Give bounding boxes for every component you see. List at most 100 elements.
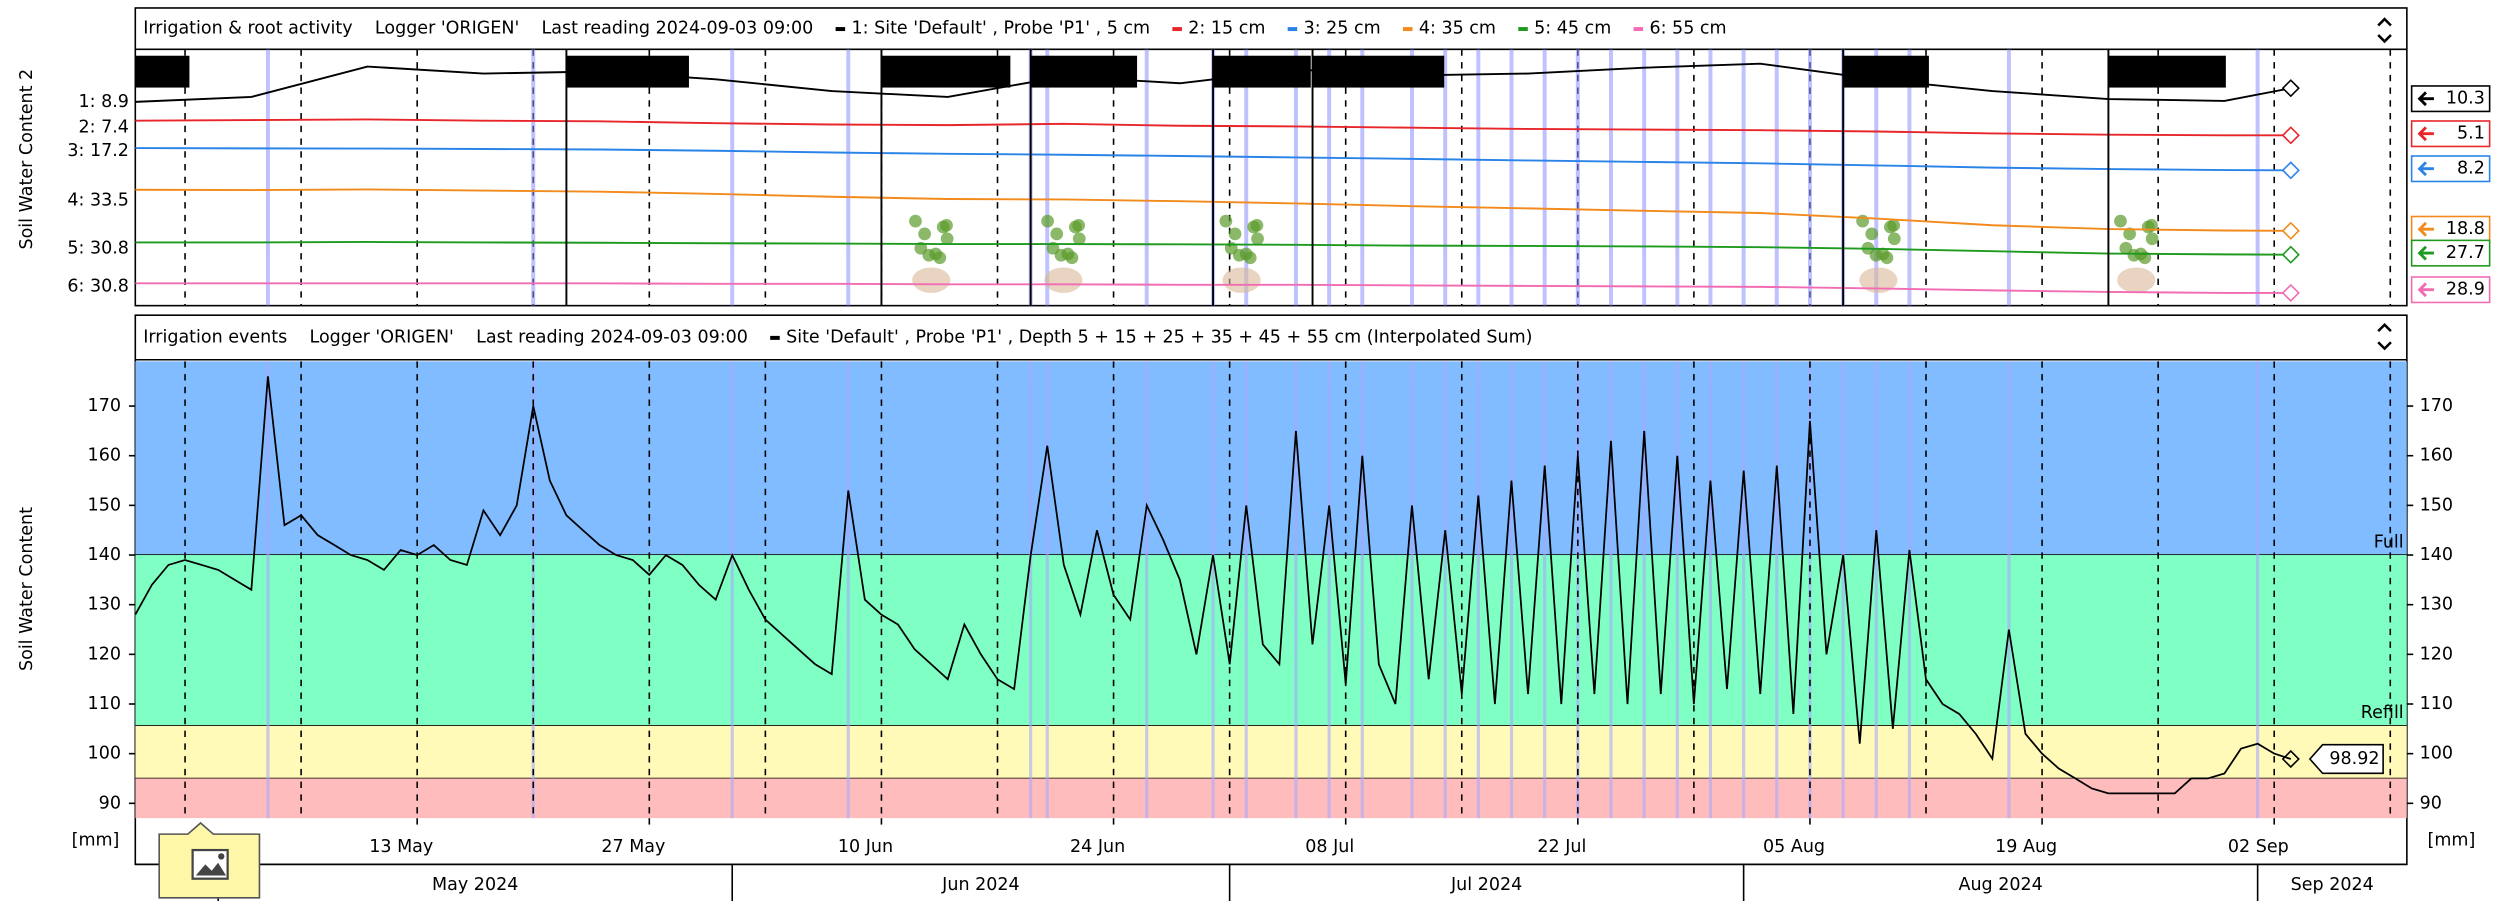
zone-label: Full — [2374, 532, 2404, 552]
header-text: Logger 'ORIGEN' — [375, 19, 519, 39]
end-marker — [2281, 245, 2300, 264]
plant-icon — [1072, 232, 1086, 246]
last-marker — [2281, 749, 2300, 769]
header-text: Last reading 2024-09-03 09:00 — [476, 327, 748, 347]
depth-line — [135, 118, 2291, 137]
zone — [135, 361, 2407, 556]
end-label-arrow — [2417, 126, 2434, 142]
legend-swatch — [770, 335, 780, 340]
stage-label: Maturity — [1849, 62, 1922, 82]
start-label: 4: 33.5 — [67, 191, 129, 211]
legend-label: 5: 45 cm — [1534, 19, 1611, 39]
header-text: Irrigation events — [143, 327, 287, 347]
bottom-expand-toggle[interactable] — [2377, 322, 2392, 351]
x-tick-label: 05 Aug — [1763, 837, 1825, 857]
swc-line — [135, 376, 2292, 795]
start-label-box — [60, 275, 131, 298]
end-label: 10.3 — [2446, 89, 2485, 109]
end-label: 18.8 — [2446, 219, 2485, 239]
x-tick-label: 27 May — [601, 837, 665, 857]
stage-label-box — [135, 55, 190, 88]
end-label-arrow — [2417, 161, 2434, 177]
stage-label-box — [1843, 55, 1929, 88]
stage-label: Flowering — [1219, 62, 1304, 82]
legend-swatch — [1172, 27, 1182, 32]
legend-swatch — [1287, 27, 1298, 32]
y-tick-label: 170 — [88, 396, 121, 416]
legend-label: 1: Site 'Default' , Probe 'P1' , 5 cm — [852, 19, 1151, 39]
last-value-label: 98.92 — [2329, 749, 2379, 769]
stage-label: wing — [142, 62, 183, 82]
end-label: 28.9 — [2446, 280, 2485, 300]
plant-icon — [936, 220, 950, 234]
header-text: Irrigation & root activity — [143, 19, 352, 39]
x-tick-label: 24 Jun — [1070, 837, 1125, 857]
stage-label: Vegetative — [1037, 62, 1131, 82]
stage-label-box — [1213, 55, 1311, 88]
bottom-plot — [135, 361, 2407, 819]
start-label-box — [60, 116, 131, 139]
bottom-y-axis-label: Soil Water Content — [17, 507, 37, 671]
y-tick-label: 130 — [88, 595, 121, 615]
plant-icon — [1228, 227, 1242, 241]
month-label: Sep 2024 — [2291, 875, 2374, 895]
top-expand-toggle[interactable] — [2377, 17, 2392, 44]
plant-icon — [1887, 232, 1901, 246]
legend-swatch — [1402, 27, 1413, 32]
end-label-arrow — [2417, 91, 2434, 107]
zone-label: Refill — [2361, 703, 2404, 723]
month-label: Jul 2024 — [1450, 875, 1522, 895]
plant-icon — [1041, 214, 1054, 228]
start-label-box — [60, 90, 131, 114]
y-tick-label-right: 130 — [2420, 595, 2453, 615]
start-label: 2: 7.4 — [79, 117, 129, 137]
month-label: Jun 2024 — [941, 875, 1019, 895]
y-tick-label-right: 90 — [2420, 793, 2442, 813]
stage-label-box — [2108, 55, 2226, 88]
header-text: Logger 'ORIGEN' — [310, 327, 454, 347]
y-unit-left: [mm] — [72, 830, 120, 850]
start-label-box — [60, 237, 131, 260]
root-icon — [1859, 267, 1898, 293]
y-unit-right: [mm] — [2428, 830, 2476, 850]
start-label: 3: 17.2 — [67, 141, 129, 161]
x-tick-label: 13 May — [369, 837, 433, 857]
plant-icon — [1247, 220, 1261, 234]
end-label: 5.1 — [2457, 124, 2485, 144]
month-label: May 2024 — [432, 875, 518, 895]
plant-icon — [1865, 227, 1879, 241]
zone — [135, 778, 2407, 819]
legend-label: 2: 15 cm — [1188, 19, 1265, 39]
top-y-axis-label: Soil Water Content 2 — [17, 69, 37, 250]
y-tick-label: 90 — [99, 793, 121, 813]
plant-icon — [1068, 220, 1082, 234]
plant-icon — [940, 232, 954, 246]
last-value-box — [2308, 743, 2384, 775]
y-tick-label-right: 140 — [2420, 545, 2453, 565]
stage-label-box — [566, 55, 689, 88]
plant-icon — [1251, 232, 1264, 246]
plant-icon — [918, 227, 931, 241]
plant-icon — [1219, 214, 1233, 228]
y-tick-label-right: 150 — [2420, 495, 2453, 515]
legend-label: Site 'Default' , Probe 'P1' , Depth 5 + … — [786, 327, 1532, 347]
end-label-arrow — [2417, 221, 2434, 237]
end-marker — [2281, 126, 2300, 145]
x-tick-label: 22 Jul — [1537, 837, 1586, 857]
start-label: 1: 8.9 — [79, 92, 129, 112]
x-tick-label: 19 Aug — [1995, 837, 2057, 857]
end-label: 27.7 — [2446, 243, 2485, 263]
y-tick-label: 140 — [88, 545, 121, 565]
plant-icon — [2114, 214, 2127, 228]
x-tick-label: 02 Sep — [2228, 837, 2289, 857]
image-button[interactable] — [158, 821, 261, 899]
end-label: 8.2 — [2457, 159, 2485, 179]
month-label: Aug 2024 — [1958, 875, 2042, 895]
y-tick-label-right: 100 — [2420, 744, 2453, 764]
y-tick-label-right: 160 — [2420, 446, 2453, 466]
y-tick-label-right: 110 — [2420, 694, 2453, 714]
y-tick-label: 150 — [88, 495, 121, 515]
legend-label: 6: 55 cm — [1649, 19, 1726, 39]
